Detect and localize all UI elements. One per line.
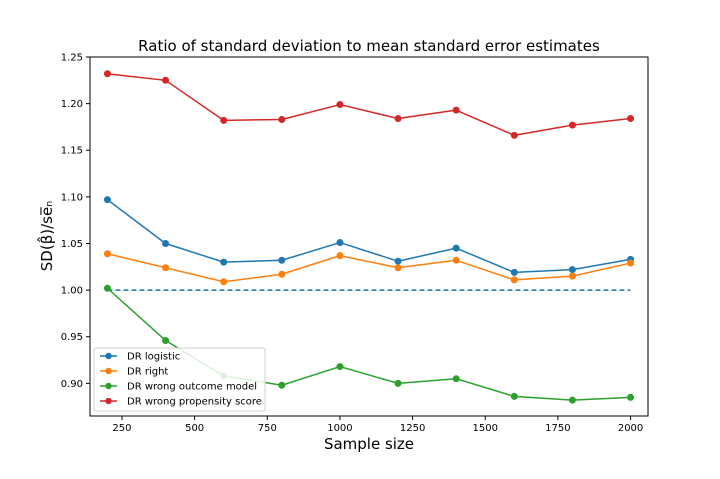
series-3 — [103, 70, 635, 139]
data-point — [510, 392, 518, 400]
x-tick-label: 1000 — [327, 423, 352, 434]
data-point — [162, 239, 170, 247]
legend-marker-swatch — [105, 397, 112, 405]
y-tick-label: 1.05 — [61, 239, 83, 250]
legend-box — [93, 347, 266, 412]
series-line — [107, 253, 631, 283]
series-line — [106, 199, 631, 274]
data-point — [103, 250, 111, 258]
x-axis: 250 500 750 1000 1250 1500 1750 2000 — [112, 416, 643, 434]
legend-item: DR right — [100, 367, 168, 378]
y-tick-label: 0.90 — [61, 379, 83, 390]
series-layer — [103, 70, 635, 404]
data-point — [162, 336, 170, 344]
data-point — [627, 259, 635, 267]
x-tick-label: 1250 — [400, 423, 425, 434]
y-tick-label: 1.10 — [61, 192, 83, 203]
x-tick-label: 750 — [258, 423, 277, 434]
plot-area — [103, 70, 635, 404]
y-tick-label: 1.25 — [61, 53, 83, 64]
data-point — [510, 276, 518, 284]
series-1 — [103, 250, 635, 286]
x-axis-title: Sample size — [324, 435, 414, 453]
data-point — [627, 393, 635, 401]
legend-label: DR right — [127, 367, 168, 378]
data-point — [510, 131, 518, 139]
data-point — [336, 101, 344, 109]
data-point — [568, 272, 576, 280]
data-point — [452, 375, 460, 383]
legend-item: DR wrong outcome model — [100, 382, 257, 393]
legend-label: DR logistic — [127, 352, 180, 363]
data-point — [162, 76, 170, 84]
series-0 — [103, 196, 635, 276]
legend-marker-swatch — [105, 352, 112, 360]
data-point — [278, 115, 286, 123]
x-tick-label: 500 — [185, 423, 204, 434]
data-point — [627, 115, 635, 123]
data-point — [452, 256, 460, 264]
x-tick-label: 250 — [112, 423, 131, 434]
data-point — [103, 196, 111, 204]
legend-marker-swatch — [105, 382, 112, 390]
data-point — [452, 244, 460, 252]
x-tick-label: 1750 — [545, 423, 570, 434]
data-point — [278, 381, 286, 389]
data-point — [278, 256, 286, 264]
data-point — [394, 115, 402, 123]
data-point — [162, 264, 170, 272]
data-point — [568, 396, 576, 404]
legend-label: DR wrong propensity score — [127, 397, 262, 408]
y-tick-label: 1.15 — [61, 146, 83, 157]
data-point — [394, 264, 402, 272]
data-point — [452, 106, 460, 114]
y-axis-title-group: SD(β̂)/se̅ₙ — [36, 201, 56, 271]
legend-marker-swatch — [105, 367, 112, 375]
y-tick-label: 0.95 — [61, 332, 83, 343]
x-tick-label: 2000 — [618, 423, 643, 434]
data-point — [278, 270, 286, 278]
y-axis: 0.90 0.95 1.00 1.05 1.10 1.15 1.20 1.25 — [61, 53, 90, 390]
data-point — [394, 257, 402, 265]
data-point — [220, 116, 228, 124]
data-point — [220, 278, 228, 286]
plot-frame — [89, 56, 649, 417]
legend-item: DR wrong propensity score — [100, 397, 262, 408]
x-tick-label: 1500 — [473, 423, 498, 434]
legend-item: DR logistic — [100, 352, 180, 363]
data-point — [510, 268, 518, 276]
data-point — [103, 284, 111, 292]
data-point — [568, 121, 576, 129]
series-line — [107, 73, 631, 137]
chart-title: Ratio of standard deviation to mean stan… — [138, 37, 600, 55]
data-point — [336, 252, 344, 260]
data-point — [568, 266, 576, 274]
data-point — [336, 363, 344, 371]
data-point — [394, 379, 402, 387]
y-axis-title: SD(β̂)/se̅ₙ — [36, 201, 56, 271]
legend: DR logistic DR right DR wrong outcome mode… — [93, 347, 266, 412]
data-point — [220, 258, 228, 266]
data-point — [103, 70, 111, 78]
data-point — [336, 239, 344, 247]
y-tick-label: 1.00 — [61, 286, 83, 297]
legend-label: DR wrong outcome model — [127, 382, 257, 393]
y-tick-label: 1.20 — [61, 99, 83, 110]
